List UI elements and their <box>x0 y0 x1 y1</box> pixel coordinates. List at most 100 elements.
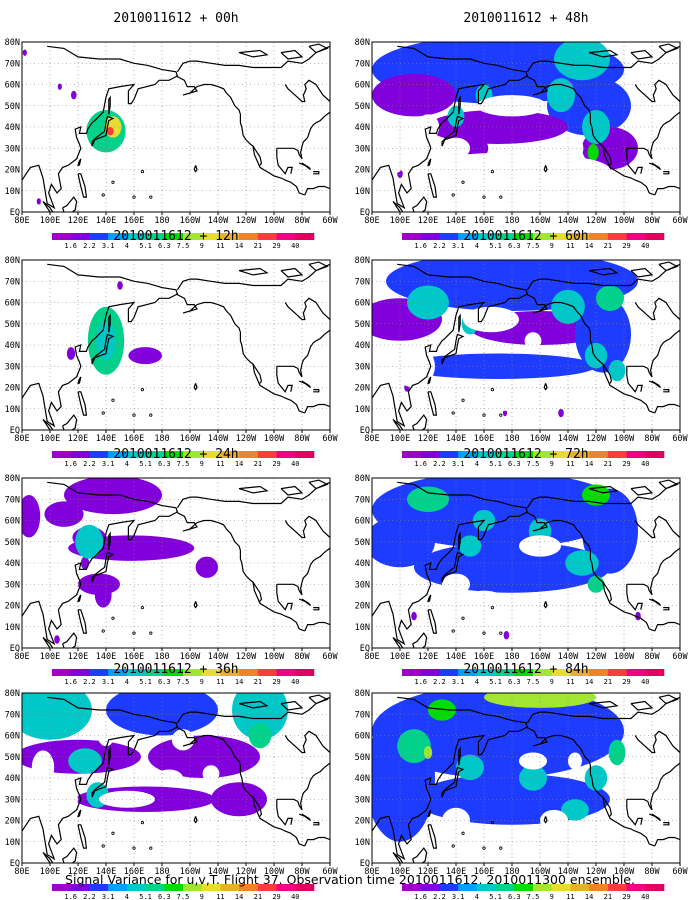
y-tick-label: 40N <box>5 341 20 351</box>
coastline <box>176 263 330 291</box>
island <box>132 631 136 635</box>
colorbar-label: 7.5 <box>177 242 190 250</box>
coastline <box>543 816 548 824</box>
coastline <box>526 45 680 73</box>
colorbar-label: 5.1 <box>139 678 152 686</box>
coastline <box>304 185 330 196</box>
colorbar-label: 4 <box>475 242 479 250</box>
y-tick-label: 80N <box>5 256 20 266</box>
colorbar-label: 29 <box>622 242 630 250</box>
variance-blob <box>36 198 41 205</box>
colorbar-label: 5.1 <box>489 893 502 900</box>
coastline <box>91 115 115 147</box>
colorbar-label: 11 <box>216 893 224 900</box>
coastline <box>526 263 680 291</box>
coastline <box>526 696 680 724</box>
x-tick-label: 140E <box>96 434 116 444</box>
colorbar-swatch <box>514 884 534 891</box>
colorbar-label: 2.2 <box>433 678 446 686</box>
plot-frame <box>21 41 331 213</box>
y-tick-label: EQ <box>360 208 370 218</box>
coastline <box>276 111 330 160</box>
x-tick-label: 120W <box>236 867 257 877</box>
x-tick-label: 80W <box>294 652 310 662</box>
colorbar-label: 21 <box>254 242 262 250</box>
colorbar-label: 14 <box>585 893 593 900</box>
unshaded-region <box>566 137 584 159</box>
colorbar-label: 11 <box>216 242 224 250</box>
variance-field <box>372 42 680 212</box>
colorbar-label: 3.1 <box>102 678 115 686</box>
coastline <box>626 547 680 596</box>
x-tick-label: 160E <box>124 867 144 877</box>
panel-title: 2010011612 + 48h <box>463 11 588 26</box>
x-tick-label: 100W <box>264 216 285 226</box>
colorbar-swatch <box>420 233 440 240</box>
colorbar-swatch <box>439 669 459 676</box>
colorbar-swatch <box>183 884 203 891</box>
x-tick-label: 60W <box>322 867 338 877</box>
colorbar-swatch <box>164 669 184 676</box>
island <box>461 616 465 620</box>
x-tick-label: 160W <box>180 652 201 662</box>
colorbar-swatch <box>402 451 422 458</box>
colorbar-label: 29 <box>272 678 280 686</box>
colorbar-swatch <box>164 884 184 891</box>
colorbar-swatch <box>495 669 515 676</box>
coastline <box>663 171 670 175</box>
variance-blob <box>397 729 431 764</box>
panel: 2010011612 + 12h 80E 100E 120E 140E 160E 180 16… <box>5 229 339 468</box>
x-tick-label: 160W <box>180 867 201 877</box>
colorbar-label: 6.3 <box>158 893 171 900</box>
colorbar-label: 6.3 <box>508 460 521 468</box>
colorbar-label: 14 <box>235 460 243 468</box>
x-tick-label: 140W <box>558 434 579 444</box>
y-tick-label: 10N <box>355 405 370 415</box>
colorbar-label: 9 <box>550 460 554 468</box>
x-tick-label: 180 <box>504 434 519 444</box>
x-tick-label: 160W <box>180 434 201 444</box>
panel-title: 2010011612 + 12h <box>113 229 238 244</box>
colorbar-label: 5.1 <box>139 893 152 900</box>
coastline <box>276 148 293 175</box>
variance-blob <box>75 524 104 559</box>
coastline <box>175 293 306 414</box>
y-tick-label: 20N <box>355 602 370 612</box>
x-tick-label: 140W <box>208 652 229 662</box>
coastline <box>276 329 330 378</box>
colorbar-swatch <box>108 233 128 240</box>
x-tick-label: 140W <box>558 867 579 877</box>
coastline <box>298 598 311 606</box>
island <box>101 411 105 415</box>
colorbar-label: 14 <box>235 678 243 686</box>
y-tick-label: 50N <box>355 102 370 112</box>
coastline <box>634 79 680 103</box>
x-tick-label: 60W <box>322 434 338 444</box>
x-tick-label: 160E <box>124 216 144 226</box>
y-tick-label: 60N <box>355 732 370 742</box>
island <box>461 180 465 184</box>
colorbar-label: 2.2 <box>433 893 446 900</box>
island <box>101 193 105 197</box>
island <box>451 193 455 197</box>
colorbar-swatch <box>420 884 440 891</box>
x-tick-label: 180 <box>154 216 169 226</box>
colorbar-label: 4 <box>125 460 129 468</box>
y-tick-label: 10N <box>5 187 20 197</box>
variance-blob <box>54 635 60 644</box>
x-tick-label: 160E <box>124 434 144 444</box>
coastline <box>658 694 679 705</box>
coastline <box>313 821 320 826</box>
colorbar-swatch <box>239 451 259 458</box>
colorbar-swatch <box>626 669 646 676</box>
island <box>165 213 167 215</box>
colorbar-label: 3.1 <box>102 893 115 900</box>
coastline <box>658 43 679 54</box>
x-tick-label: 80E <box>364 652 379 662</box>
coastline <box>648 598 661 606</box>
coastline <box>193 816 198 824</box>
colorbar-swatch <box>402 884 422 891</box>
colorbar-swatch <box>402 233 422 240</box>
coastline <box>427 376 432 384</box>
colorbar-swatch <box>589 884 609 891</box>
